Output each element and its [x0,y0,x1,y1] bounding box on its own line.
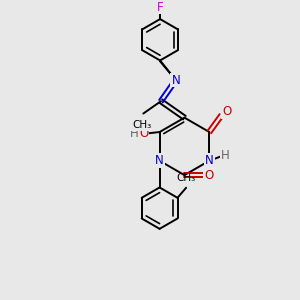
Text: CH₃: CH₃ [132,120,152,130]
Text: N: N [155,154,164,167]
Text: N: N [171,74,180,86]
Text: H: H [130,127,139,140]
Text: H: H [221,149,230,162]
Text: O: O [204,169,214,182]
Text: CH₃: CH₃ [176,172,196,183]
Text: O: O [222,105,231,119]
Text: N: N [205,154,214,167]
Text: O: O [139,127,148,140]
Text: F: F [157,1,164,13]
